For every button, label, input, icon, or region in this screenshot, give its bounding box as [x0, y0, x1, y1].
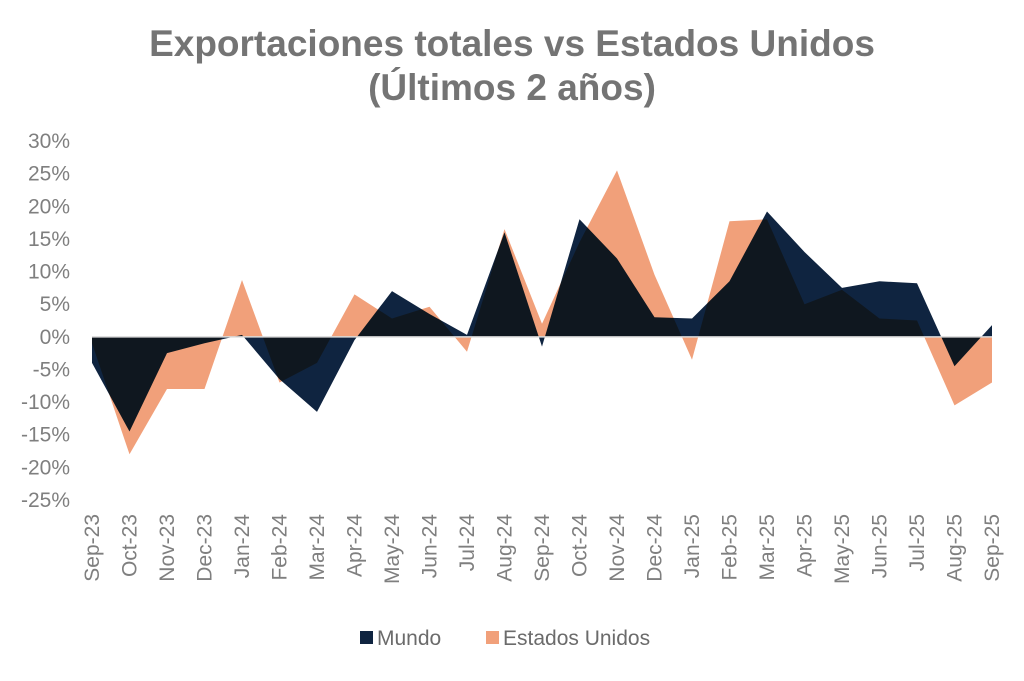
x-tick-label: Dec-24	[644, 514, 667, 582]
y-tick-label: -10%	[21, 391, 70, 414]
x-tick-label: May-24	[381, 514, 404, 584]
x-tick-label: Feb-25	[719, 514, 742, 581]
legend: Mundo Estados Unidos	[360, 627, 650, 650]
x-tick-label: Jan-24	[231, 514, 254, 579]
x-tick-label: Nov-24	[606, 514, 629, 582]
x-tick-label: Oct-23	[119, 514, 142, 577]
legend-swatch-mundo	[360, 631, 373, 644]
x-tick-label: Jan-25	[681, 514, 704, 578]
y-tick-label: 10%	[28, 261, 70, 284]
x-tick-label: Aug-24	[494, 514, 517, 582]
x-axis-ticks: Sep-23 Oct-23 Nov-23 Dec-23 Jan-24 Feb-24 Mar-…	[81, 514, 1004, 584]
x-tick-label: Jul-24	[456, 514, 479, 572]
series-area-estados-unidos	[92, 170, 992, 455]
x-tick-label: Apr-25	[794, 514, 817, 577]
x-tick-label: Sep-23	[81, 514, 104, 582]
x-tick-label: Jun-24	[419, 514, 442, 579]
legend-swatch-estados-unidos	[486, 631, 499, 644]
x-tick-label: Jun-25	[869, 514, 892, 578]
x-tick-label: Sep-25	[981, 514, 1004, 582]
x-tick-label: Apr-24	[344, 514, 367, 577]
y-tick-label: 15%	[28, 228, 70, 251]
y-axis-ticks: 30% 25% 20% 15% 10% 5% 0% -5% -10% -15% -20% -25%	[21, 130, 70, 512]
legend-label-estados-unidos: Estados Unidos	[503, 627, 650, 650]
y-tick-label: -25%	[21, 489, 70, 512]
y-tick-label: -20%	[21, 456, 70, 479]
y-tick-label: 20%	[28, 195, 70, 218]
chart-title-line-1: Exportaciones totales vs Estados Unidos	[149, 23, 875, 64]
y-tick-label: -5%	[33, 359, 70, 382]
y-tick-label: -15%	[21, 424, 70, 447]
chart-title: Exportaciones totales vs Estados Unidos …	[0, 22, 1024, 110]
y-tick-label: 5%	[40, 293, 70, 316]
y-tick-label: 30%	[28, 130, 70, 153]
x-tick-label: Mar-25	[756, 514, 779, 581]
x-tick-label: Dec-23	[194, 514, 217, 582]
y-tick-label: 25%	[28, 163, 70, 186]
x-tick-label: Feb-24	[269, 514, 292, 581]
series-layer	[92, 170, 992, 455]
y-tick-label: 0%	[40, 326, 70, 349]
x-tick-label: Nov-23	[156, 514, 179, 582]
x-tick-label: Sep-24	[531, 514, 554, 582]
x-tick-label: Jul-25	[906, 514, 929, 571]
legend-label-mundo: Mundo	[377, 627, 441, 650]
x-tick-label: Oct-24	[569, 514, 592, 577]
chart-title-line-2: (Últimos 2 años)	[368, 67, 656, 108]
x-tick-label: Mar-24	[306, 514, 329, 581]
x-tick-label: May-25	[831, 514, 854, 584]
x-tick-label: Aug-25	[944, 514, 967, 582]
